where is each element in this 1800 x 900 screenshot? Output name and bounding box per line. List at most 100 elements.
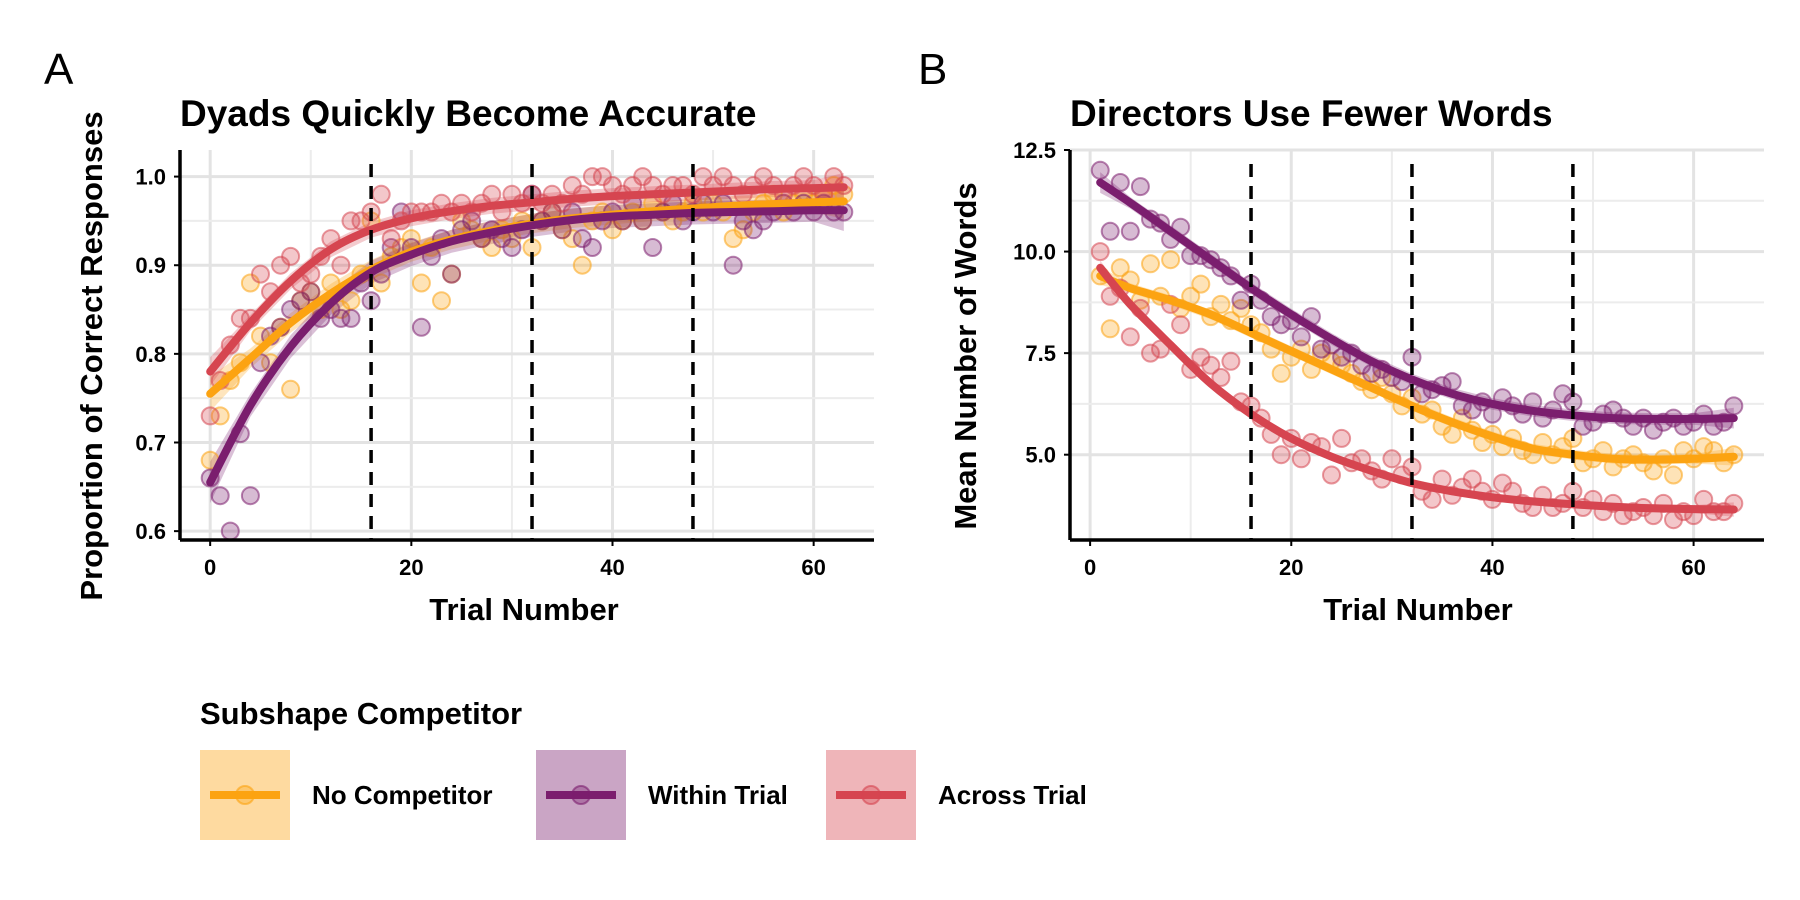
panel-b-trend-within-trial: [1096, 178, 1738, 424]
panel-a-point-no-competitor-37: [572, 255, 592, 275]
panel-a-trend-lines: [206, 183, 848, 487]
panel-b-point-across-trial-12: [1211, 368, 1231, 387]
panel-b-point-no-competitor-7: [1161, 250, 1181, 270]
panel-b-point-across-trial-8: [1171, 315, 1191, 335]
panel-a-point-within-trial-24: [442, 264, 462, 284]
panel-a-point-across-trial-14: [341, 211, 361, 231]
panel-b-title: Directors Use Fewer Words: [1070, 93, 1553, 134]
panel-a-tick-labels: 0 20 40 60 0.6 0.7 0.8 0.9 1.0: [135, 165, 825, 580]
panel-a-title: Dyads Quickly Become Accurate: [180, 93, 757, 134]
panel-label-a: A: [44, 45, 74, 94]
panel-b-y-tick-0: 5.0: [1025, 443, 1056, 468]
panel-b-x-tick-0: 0: [1084, 555, 1096, 580]
panel-b-point-across-trial-11: [1201, 355, 1221, 375]
panel-b-x-axis-label: Trial Number: [1323, 592, 1513, 627]
panel-b-point-within-trial-3: [1120, 221, 1140, 241]
panel-a-point-no-competitor-8: [281, 379, 301, 399]
panel-b-point-across-trial-33: [1422, 489, 1442, 509]
panel-a-point-within-trial-4: [240, 486, 260, 506]
panel-a-point-within-trial-21: [411, 317, 431, 337]
panel-b-point-across-trial-37: [1462, 469, 1482, 489]
panel-b-point-within-trial-35: [1442, 372, 1462, 392]
panel-b-point-across-trial-5: [1141, 343, 1160, 363]
panel-a-x-tick-2: 40: [600, 555, 624, 580]
panel-a-point-across-trial-17: [371, 184, 391, 204]
panel-b-point-across-trial-20: [1291, 449, 1311, 469]
panel-a-point-no-competitor-21: [411, 273, 431, 293]
panel-a-x-tick-0: 0: [204, 555, 216, 580]
panel-a-x-axis-label: Trial Number: [429, 592, 619, 627]
panel-a-point-within-trial-52: [723, 255, 743, 275]
legend-label-across-trial: Across Trial: [938, 780, 1087, 810]
panel-a-axes: [178, 150, 874, 542]
panel-a-y-tick-1: 0.7: [135, 431, 166, 456]
panel-b-point-across-trial-3: [1120, 327, 1140, 347]
panel-b-point-across-trial-18: [1271, 445, 1291, 465]
panel-a-block-dividers: [369, 164, 695, 540]
panel-a-y-tick-3: 0.9: [135, 253, 166, 278]
panel-b-point-no-competitor-18: [1271, 363, 1291, 383]
panel-a-point-across-trial-3: [230, 308, 250, 328]
panel-b-point-no-competitor-2: [1110, 258, 1130, 278]
panel-b-y-tick-2: 10.0: [1013, 240, 1056, 265]
panel-b-point-within-trial-20: [1291, 327, 1311, 347]
panel-b-point-across-trial-23: [1322, 465, 1341, 485]
panel-b-point-within-trial-1: [1100, 221, 1120, 241]
panel-b-point-within-trial-18: [1271, 315, 1291, 335]
legend-label-within-trial: Within Trial: [648, 780, 788, 810]
legend: Subshape Competitor No Competitor Within …: [200, 696, 1087, 840]
panel-a-point-across-trial-28: [482, 184, 502, 204]
panel-b-point-across-trial-0: [1090, 242, 1110, 262]
panel-a-y-tick-4: 1.0: [135, 165, 166, 190]
panel-a-point-across-trial-18: [381, 229, 401, 249]
panel-b-point-no-competitor-10: [1191, 274, 1211, 294]
panel-a-y-tick-2: 0.8: [135, 342, 166, 367]
panel-a-x-tick-1: 20: [399, 555, 423, 580]
panel-b-point-no-competitor-5: [1141, 254, 1160, 274]
panel-b-point-across-trial-24: [1332, 428, 1352, 448]
panel-b-point-no-competitor-57: [1664, 465, 1683, 485]
panel-b-point-across-trial-13: [1221, 351, 1241, 371]
panel-label-b: B: [918, 45, 947, 94]
legend-label-no-competitor: No Competitor: [312, 780, 493, 810]
panel-a-point-across-trial-13: [331, 255, 351, 275]
panel-b-point-within-trial-14: [1231, 290, 1251, 310]
panel-b-y-tick-3: 12.5: [1013, 138, 1056, 163]
panel-a-point-across-trial-38: [582, 167, 602, 187]
legend-point-no-competitor: [235, 785, 255, 805]
panel-a-point-within-trial-44: [643, 238, 663, 257]
panel-a-point-within-trial-13: [331, 308, 351, 328]
panel-a-point-no-competitor-23: [432, 291, 451, 311]
panel-b-axes: [1068, 150, 1764, 542]
panel-b-point-within-trial-4: [1130, 177, 1150, 197]
panel-a-trend-across-trial: [206, 183, 848, 376]
panel-b-x-tick-3: 60: [1681, 555, 1705, 580]
legend-point-within-trial: [571, 785, 591, 805]
panel-b-point-within-trial-22: [1311, 339, 1331, 359]
panel-b-point-within-trial-2: [1110, 173, 1130, 192]
panel-a-y-tick-0: 0.6: [135, 519, 166, 544]
panel-a-y-axis-label: Proportion of Correct Responses: [74, 111, 109, 600]
panel-b-point-within-trial-0: [1090, 160, 1110, 180]
panel-a-point-within-trial-38: [582, 238, 602, 257]
panel-b: B Directors Use Fewer Words 0 20 40 60 5.0 7.…: [918, 45, 1764, 627]
legend-point-across-trial: [861, 785, 881, 805]
panel-b-point-no-competitor-12: [1211, 294, 1231, 314]
panel-a-point-within-trial-1: [210, 486, 230, 506]
panel-a-point-across-trial-8: [281, 246, 301, 266]
panel-a-point-across-trial-5: [251, 264, 270, 284]
panel-b-y-tick-1: 7.5: [1025, 341, 1056, 366]
panel-a-point-within-trial-14: [341, 308, 361, 328]
panel-b-y-axis-label: Mean Number of Words: [948, 182, 983, 529]
panel-a-point-within-trial-30: [502, 238, 522, 257]
panel-b-grid: [1070, 148, 1764, 540]
panel-b-point-no-competitor-1: [1100, 319, 1120, 339]
panel-a-point-within-trial-2: [220, 521, 240, 541]
panel-b-point-within-trial-63: [1724, 396, 1744, 416]
panel-b-block-dividers: [1249, 164, 1575, 540]
panel-a-trend-within-trial: [206, 206, 848, 487]
panel-b-trend-no-competitor: [1096, 271, 1738, 464]
panel-a-x-tick-3: 60: [801, 555, 825, 580]
panel-a: A Dyads Quickly Become Accurate 0 20 40 600…: [44, 45, 874, 627]
